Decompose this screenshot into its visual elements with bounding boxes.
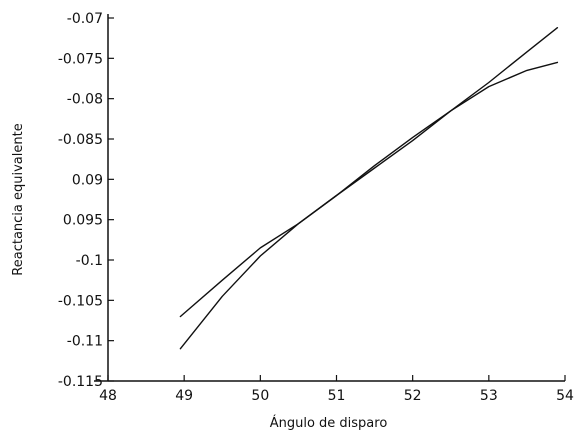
series-line-1 (179, 61, 559, 350)
y-tick-label: -0.07 (67, 11, 103, 27)
y-tick-label: 0.095 (63, 213, 103, 229)
y-tick-label: -0.1 (76, 253, 103, 269)
series-lines (179, 27, 559, 350)
y-tick-label: -0.11 (67, 334, 103, 350)
x-tick-label: 50 (251, 388, 269, 404)
axes (94, 14, 565, 382)
x-tick-label: 52 (404, 388, 422, 404)
x-tick-label: 48 (99, 388, 117, 404)
y-tick-label: -0.075 (58, 51, 103, 67)
x-tick-label: 53 (480, 388, 498, 404)
series-line-2 (179, 27, 559, 318)
y-axis-title: Reactancia equivalente (11, 123, 26, 275)
y-tick-label: -0.115 (58, 374, 103, 390)
y-tick-label: 0.09 (72, 172, 103, 188)
y-tick-label: -0.08 (67, 92, 103, 108)
y-tick-label: -0.085 (58, 132, 103, 148)
x-tick-label: 49 (175, 388, 193, 404)
x-ticks: 48 49 50 51 52 53 54 (99, 375, 574, 404)
x-tick-label: 54 (556, 388, 574, 404)
y-ticks: -0.07 -0.075 -0.08 -0.085 0.09 0.095 -0.1 -0.10… (58, 11, 114, 390)
y-tick-label: -0.105 (58, 293, 103, 309)
x-axis-title: Ángulo de disparo (270, 415, 388, 431)
x-tick-label: 51 (328, 388, 346, 404)
